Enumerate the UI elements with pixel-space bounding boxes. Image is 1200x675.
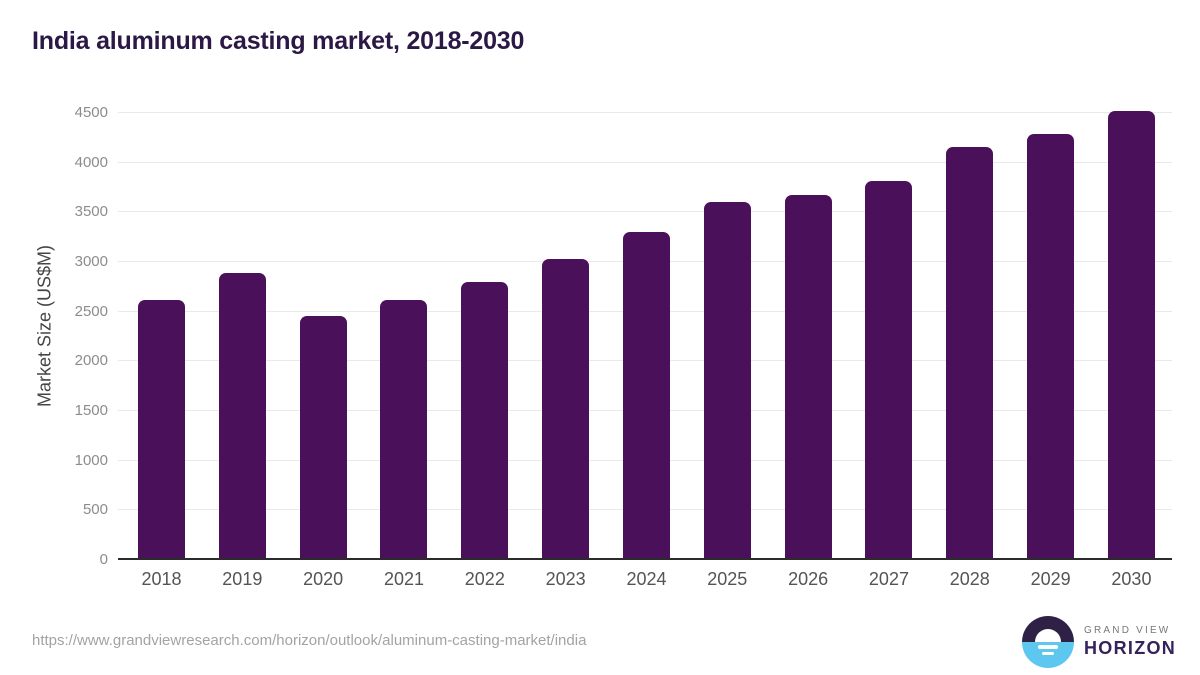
bar-2021[interactable] [380,299,428,560]
y-tick-500: 500 [82,501,108,519]
chart-title: India aluminum casting market, 2018-2030 [32,27,525,55]
x-tick-2024: 2024 [626,569,667,589]
plot-area [118,100,1172,560]
y-axis-tick-labels: 0 500 1000 1500 2000 2500 3000 3500 4000 4500 [0,100,108,568]
bar-2022[interactable] [461,281,509,560]
y-tick-3000: 3000 [74,253,108,270]
x-tick-2019: 2019 [222,569,263,589]
gridline-4000 [118,161,1172,163]
logo-text-grand-view: GRAND VIEW [1084,625,1171,636]
y-tick-2500: 2500 [74,302,108,320]
bar-2029[interactable] [1027,133,1075,560]
y-tick-2000: 2000 [74,352,108,370]
x-axis-tick-labels: 2018 2019 2020 2021 2022 2023 2024 2025 2026 2027… [118,569,1172,590]
y-tick-1000: 1000 [74,451,108,469]
x-tick-2023: 2023 [545,569,586,589]
sun-shape [1035,629,1061,642]
bar-2018[interactable] [138,299,185,560]
y-tick-1500: 1500 [74,402,108,419]
bar-2027[interactable] [865,180,913,560]
x-tick-2020: 2020 [303,569,344,589]
bar-2026[interactable] [784,195,832,560]
x-tick-2026: 2026 [788,569,829,589]
bar-2023[interactable] [542,259,590,560]
x-tick-2022: 2022 [464,569,505,589]
x-tick-2018: 2018 [141,569,182,589]
x-tick-2021: 2021 [383,569,424,589]
bar-2019[interactable] [218,272,266,560]
x-tick-2027: 2027 [868,569,909,589]
grand-view-horizon-logo: GRAND VIEW HORIZON [1022,616,1176,668]
sun-ray-narrow [1042,652,1054,655]
horizon-sun-icon [1022,616,1074,668]
sun-ray-wide [1038,645,1058,649]
bar-2030[interactable] [1107,111,1155,560]
bar-2025[interactable] [703,202,751,560]
gridline-4500 [118,112,1172,113]
bar-2028[interactable] [946,146,994,560]
y-tick-4000: 4000 [74,153,108,171]
x-tick-2029: 2029 [1030,569,1071,589]
x-tick-2025: 2025 [707,569,748,589]
y-tick-4500: 4500 [74,104,108,121]
logo-text: GRAND VIEW HORIZON [1084,625,1176,659]
y-tick-3500: 3500 [74,203,108,221]
source-url: https://www.grandviewresearch.com/horizo… [32,632,587,649]
bar-series [118,100,1172,560]
x-tick-2028: 2028 [949,569,990,589]
x-axis-line [118,558,1172,560]
y-tick-0: 0 [99,551,108,568]
gridline-3500 [118,211,1172,213]
x-tick-2030: 2030 [1111,569,1152,589]
bar-2024[interactable] [622,232,670,560]
logo-text-horizon: HORIZON [1084,638,1177,658]
bar-2020[interactable] [299,315,347,560]
